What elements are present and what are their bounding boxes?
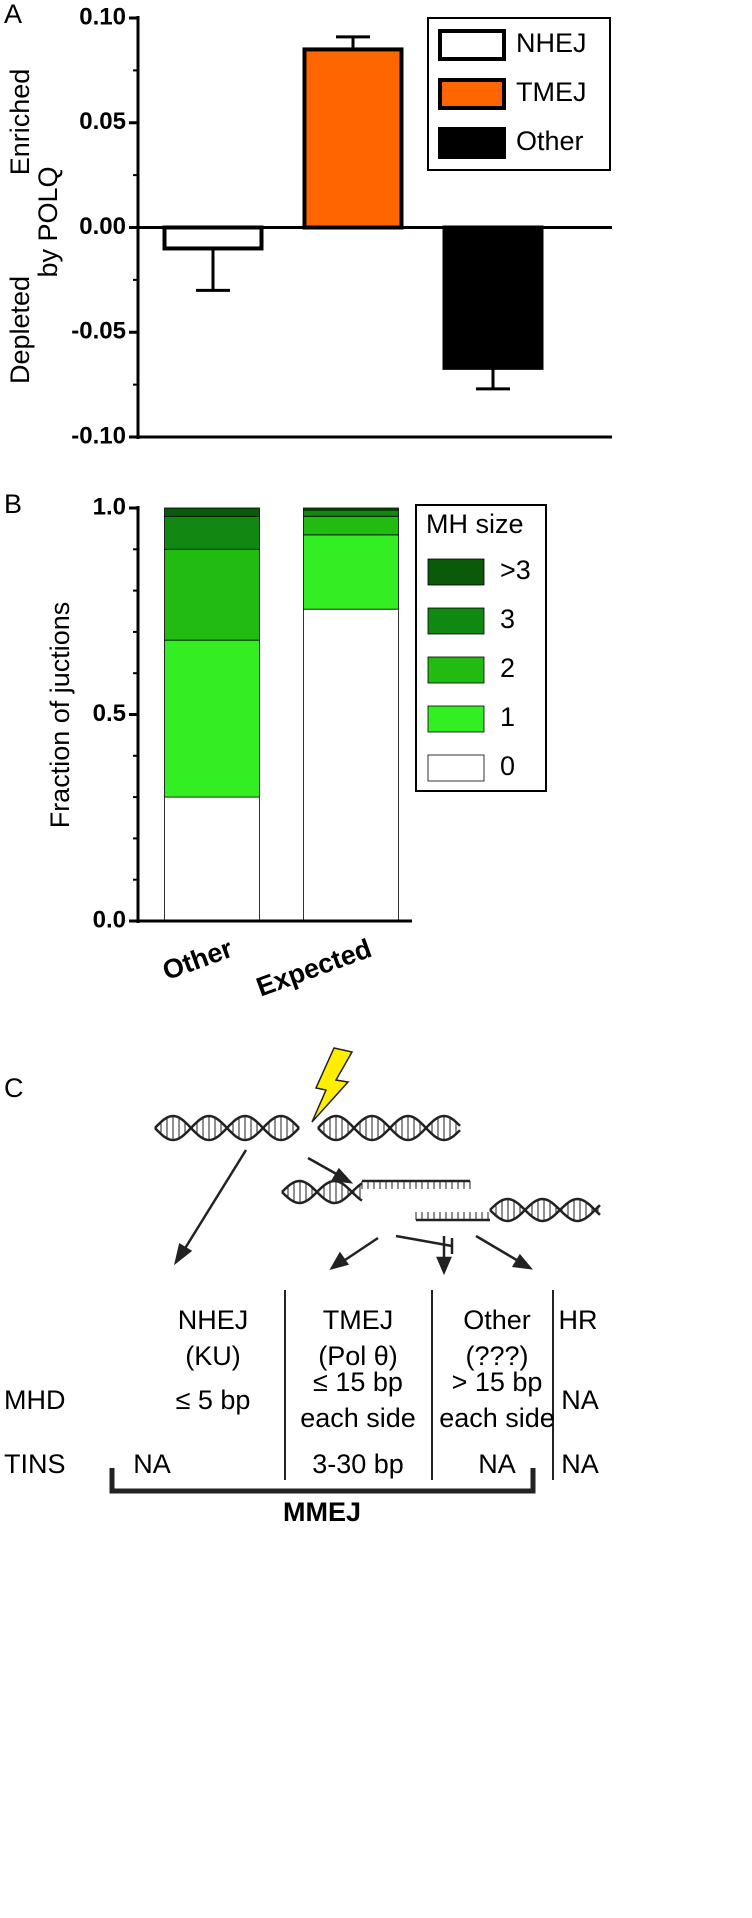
column-head: (Pol θ)	[318, 1341, 398, 1371]
legend-box	[427, 17, 611, 171]
legend-label: 0	[500, 751, 515, 781]
y-tick-label: 0.5	[93, 700, 126, 727]
cell: each side	[439, 1403, 555, 1433]
legend-label: TMEJ	[516, 77, 587, 107]
column-head: TMEJ	[323, 1305, 394, 1335]
helix-strand	[489, 1197, 601, 1223]
bar-segment	[164, 796, 260, 922]
panel-label: C	[4, 1073, 24, 1103]
column-head: (???)	[465, 1341, 528, 1371]
bar-segment	[164, 548, 260, 641]
bar-segment	[303, 534, 399, 610]
cell: ≤ 15 bp	[313, 1367, 403, 1397]
bracket	[109, 1468, 536, 1494]
y-label: Fraction of juctions	[45, 602, 75, 829]
column-head: Other	[463, 1305, 531, 1335]
legend-label: 3	[500, 604, 515, 634]
legend-swatch	[438, 127, 506, 159]
legend-swatch	[427, 607, 485, 635]
legend-label: Other	[516, 126, 584, 156]
legend-swatch	[427, 705, 485, 733]
cell: NA	[561, 1385, 599, 1415]
x-tick-label: Expected	[252, 933, 375, 1002]
legend-label: >3	[500, 555, 531, 585]
y-tick-label: 0.0	[93, 906, 126, 933]
legend-label: 2	[500, 653, 515, 683]
row-label: MHD	[4, 1385, 66, 1415]
bar-segment	[303, 507, 399, 511]
y-label: by POLQ	[33, 166, 63, 277]
cell: NA	[561, 1449, 599, 1479]
x-tick-label: Other	[159, 933, 237, 986]
cell: > 15 bp	[452, 1367, 543, 1397]
cell: 3-30 bp	[312, 1449, 404, 1479]
y-tick-label: 0.05	[79, 108, 126, 135]
y-tick-label: -0.10	[71, 422, 126, 449]
bracket-label: MMEJ	[283, 1497, 361, 1527]
panel-label: A	[4, 0, 22, 29]
arrows	[173, 1149, 533, 1276]
row-label: TINS	[4, 1449, 66, 1479]
bar-segment	[303, 608, 399, 922]
y-tick-label: 0.10	[79, 3, 126, 30]
diagram-art	[154, 1114, 601, 1223]
bar	[162, 225, 264, 251]
bar	[442, 225, 544, 370]
legend-swatch	[427, 558, 485, 586]
y-tick-label: 0.00	[79, 213, 126, 240]
cell: each side	[300, 1403, 416, 1433]
helix-strand	[489, 1197, 601, 1223]
bar-segment	[303, 515, 399, 536]
bar-segment	[164, 507, 260, 517]
legend-title: MH size	[426, 509, 524, 539]
bar-segment	[164, 515, 260, 550]
y-tick-label: 1.0	[93, 493, 126, 520]
legend-label: NHEJ	[516, 28, 587, 58]
legend-swatch	[438, 29, 506, 61]
cell: ≤ 5 bp	[176, 1385, 251, 1415]
panel-label: B	[4, 489, 22, 519]
lightning	[311, 1047, 354, 1123]
y-label: Enriched	[5, 69, 35, 176]
cell: NA	[133, 1449, 171, 1479]
legend-label: 1	[500, 702, 515, 732]
helix-strand	[317, 1114, 461, 1142]
y-label: Depleted	[5, 276, 35, 384]
bar-segment	[303, 509, 399, 517]
cell: NA	[478, 1449, 516, 1479]
separators	[284, 1290, 554, 1480]
helix-strand	[281, 1179, 363, 1205]
helix-strand	[281, 1179, 363, 1205]
legend-swatch	[427, 754, 485, 782]
helix-strand	[317, 1114, 461, 1142]
y-tick-label: -0.05	[71, 318, 126, 345]
column-head: NHEJ	[178, 1305, 249, 1335]
bar-segment	[164, 639, 260, 798]
legend-box	[415, 504, 547, 792]
column-head: HR	[559, 1305, 598, 1335]
legend-swatch	[438, 78, 506, 110]
helix-strand	[154, 1114, 300, 1142]
column-head: (KU)	[185, 1341, 241, 1371]
bar	[302, 47, 404, 230]
legend-swatch	[427, 656, 485, 684]
